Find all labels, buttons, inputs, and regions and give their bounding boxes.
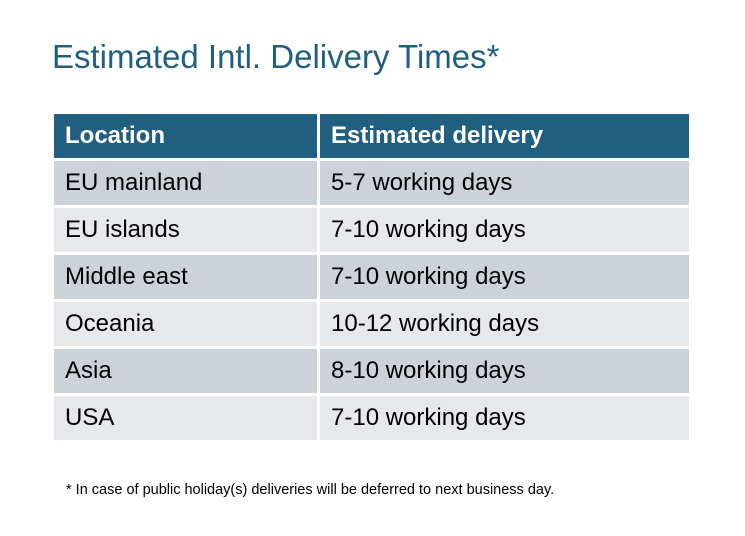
header-estimated-delivery: Estimated delivery: [320, 114, 689, 158]
delivery-cell: 8-10 working days: [320, 349, 689, 393]
location-cell: USA: [54, 396, 317, 440]
location-cell: EU islands: [54, 208, 317, 252]
delivery-cell: 10-12 working days: [320, 302, 689, 346]
table-row: EU islands 7-10 working days: [54, 208, 689, 252]
table-row: EU mainland 5-7 working days: [54, 161, 689, 205]
delivery-cell: 7-10 working days: [320, 396, 689, 440]
location-cell: Middle east: [54, 255, 317, 299]
footnote: * In case of public holiday(s) deliverie…: [66, 482, 555, 498]
table-row: Middle east 7-10 working days: [54, 255, 689, 299]
page-title: Estimated Intl. Delivery Times*: [52, 38, 500, 75]
table-row: Oceania 10-12 working days: [54, 302, 689, 346]
delivery-table: Location Estimated delivery EU mainland 5…: [51, 111, 692, 443]
table-header: Location Estimated delivery: [54, 114, 689, 158]
location-cell: Asia: [54, 349, 317, 393]
delivery-cell: 7-10 working days: [320, 208, 689, 252]
location-cell: EU mainland: [54, 161, 317, 205]
table-row: Asia 8-10 working days: [54, 349, 689, 393]
header-location: Location: [54, 114, 317, 158]
delivery-cell: 7-10 working days: [320, 255, 689, 299]
location-cell: Oceania: [54, 302, 317, 346]
delivery-cell: 5-7 working days: [320, 161, 689, 205]
table-row: USA 7-10 working days: [54, 396, 689, 440]
